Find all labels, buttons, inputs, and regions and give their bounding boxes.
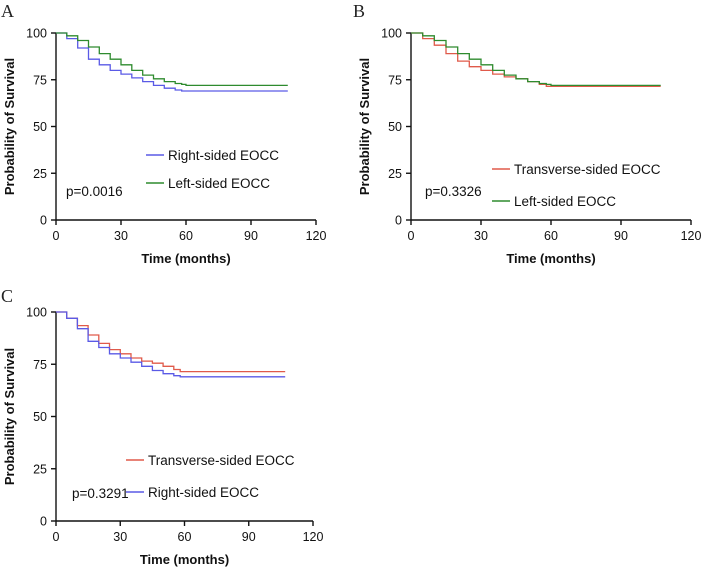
y-tick-label: 50 — [388, 120, 402, 134]
x-tick-label: 30 — [114, 229, 128, 243]
survival-curve-1 — [56, 311, 286, 373]
x-axis-title: Time (months) — [506, 251, 595, 266]
x-tick-label: 60 — [178, 530, 192, 544]
y-tick-label: 50 — [33, 410, 47, 424]
y-tick-label: 75 — [33, 73, 47, 87]
y-tick-label: 25 — [33, 167, 47, 181]
survival-curve-2 — [56, 311, 286, 378]
x-tick-label: 60 — [544, 229, 558, 243]
legend-label: Transverse-sided EOCC — [514, 162, 661, 177]
x-tick-label: 120 — [306, 229, 327, 243]
y-tick-label: 75 — [33, 358, 47, 372]
y-axis-title: Probability of Survival — [357, 58, 372, 195]
y-tick-label: 0 — [40, 515, 47, 529]
y-axis-title: Probability of Survival — [2, 348, 17, 485]
p-value-annotation: p=0.3291 — [72, 486, 129, 501]
panel-letter: B — [353, 1, 365, 21]
survival-curve-2 — [56, 32, 288, 87]
x-tick-label: 120 — [681, 229, 702, 243]
legend-label: Transverse-sided EOCC — [148, 453, 295, 468]
y-tick-label: 0 — [40, 214, 47, 228]
chart-panel-c: C 0 30 60 90 120 0 25 50 75 100 Time (months) Probab… — [1, 286, 323, 567]
survival-curve-1 — [56, 32, 288, 92]
x-tick-label: 0 — [408, 229, 415, 243]
legend-label: Left-sided EOCC — [514, 194, 616, 209]
p-value-annotation: p=0.0016 — [66, 184, 123, 199]
panel-letter: A — [1, 1, 14, 21]
x-axis-title: Time (months) — [141, 251, 230, 266]
legend-label: Right-sided EOCC — [148, 485, 259, 500]
survival-curve-2 — [411, 32, 661, 87]
y-tick-label: 100 — [26, 306, 47, 320]
x-tick-label: 0 — [53, 229, 60, 243]
survival-curve-1 — [411, 32, 661, 87]
x-tick-label: 90 — [242, 530, 256, 544]
panel-letter: C — [1, 286, 13, 306]
x-tick-label: 90 — [244, 229, 258, 243]
x-tick-label: 0 — [53, 530, 60, 544]
y-tick-label: 25 — [388, 167, 402, 181]
legend-label: Left-sided EOCC — [168, 176, 270, 191]
y-tick-label: 75 — [388, 73, 402, 87]
legend-label: Right-sided EOCC — [168, 148, 279, 163]
y-tick-label: 100 — [26, 27, 47, 41]
chart-panel-a: A 0 30 60 90 120 0 25 50 75 100 Time (months) Probab… — [1, 1, 326, 266]
x-tick-label: 120 — [303, 530, 324, 544]
y-axis-title: Probability of Survival — [2, 58, 17, 195]
y-tick-label: 50 — [33, 120, 47, 134]
x-axis-title: Time (months) — [140, 552, 229, 567]
y-tick-label: 100 — [381, 27, 402, 41]
x-tick-label: 30 — [113, 530, 127, 544]
x-tick-label: 90 — [614, 229, 628, 243]
x-tick-label: 60 — [179, 229, 193, 243]
y-tick-label: 0 — [395, 214, 402, 228]
p-value-annotation: p=0.3326 — [425, 184, 482, 199]
x-tick-label: 30 — [474, 229, 488, 243]
chart-panel-b: B 0 30 60 90 120 0 25 50 75 100 Time (months) Probab… — [353, 1, 701, 266]
y-tick-label: 25 — [33, 462, 47, 476]
